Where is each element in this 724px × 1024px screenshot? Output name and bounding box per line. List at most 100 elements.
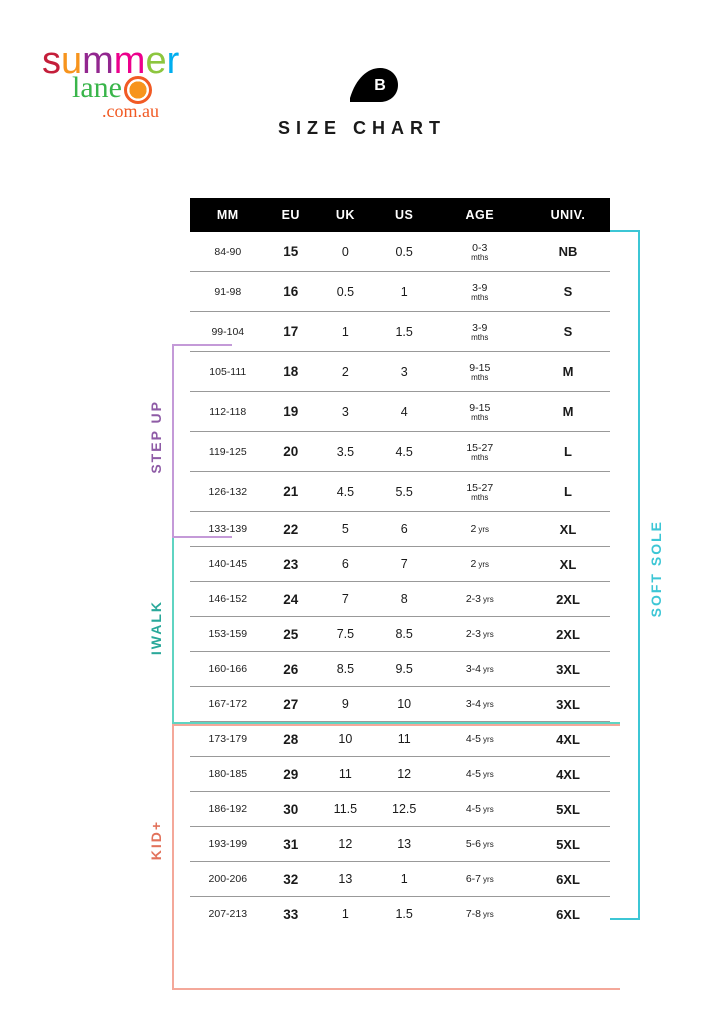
cell-eu: 17 xyxy=(266,312,316,352)
cell-univ: S xyxy=(526,272,610,312)
cell-age: 4-5yrs xyxy=(434,792,526,827)
size-table: MMEUUKUSAGEUNIV. 84-90 1 5 00.5 0-3mthsNB 91-… xyxy=(190,198,610,931)
cell-age: 3-9mths xyxy=(434,312,526,352)
col-us: US xyxy=(375,198,434,232)
cell-mm: 133-139 xyxy=(190,512,266,547)
table-row: 126-132214.55.515-27mthsL xyxy=(190,472,610,512)
table-row: 146-15224782-3yrs2XL xyxy=(190,582,610,617)
cell-eu: 29 xyxy=(266,757,316,792)
col-eu: EU xyxy=(266,198,316,232)
cell-uk: 8.5 xyxy=(316,652,375,687)
cell-mm: 200-206 xyxy=(190,862,266,897)
cell-univ: L xyxy=(526,472,610,512)
table-row: 99-1041711.53-9mthsS xyxy=(190,312,610,352)
col-univ: UNIV. xyxy=(526,198,610,232)
cell-mm: 84-90 xyxy=(190,232,266,272)
cell-uk: 4.5 xyxy=(316,472,375,512)
flower-icon xyxy=(124,76,152,104)
col-age: AGE xyxy=(434,198,526,232)
cell-univ: XL xyxy=(526,547,610,582)
logo-char: r xyxy=(167,40,180,82)
cell-us: 13 xyxy=(375,827,434,862)
logo-char: s xyxy=(42,40,61,82)
cell-uk: 12 xyxy=(316,827,375,862)
cell-us: 12 xyxy=(375,757,434,792)
size-table-wrap: MMEUUKUSAGEUNIV. 84-90 1 5 00.5 0-3mthsNB 91-… xyxy=(190,198,610,931)
cell-mm: 146-152 xyxy=(190,582,266,617)
cell-age: 6-7yrs xyxy=(434,862,526,897)
cell-eu: 26 xyxy=(266,652,316,687)
cell-eu: 24 xyxy=(266,582,316,617)
cell-us: 6 xyxy=(375,512,434,547)
table-header-row: MMEUUKUSAGEUNIV. xyxy=(190,198,610,232)
table-row: 180-1852911124-5yrs4XL xyxy=(190,757,610,792)
cell-eu: 23 xyxy=(266,547,316,582)
cell-mm: 193-199 xyxy=(190,827,266,862)
table-row: 173-1792810114-5yrs4XL xyxy=(190,722,610,757)
table-row: 105-11118239-15mthsM xyxy=(190,352,610,392)
cell-uk: 9 xyxy=(316,687,375,722)
cell-mm: 180-185 xyxy=(190,757,266,792)
cell-univ: 5XL xyxy=(526,827,610,862)
table-row: 153-159257.58.52-3yrs2XL xyxy=(190,617,610,652)
table-row: 119-125203.54.515-27mthsL xyxy=(190,432,610,472)
cell-univ: NB xyxy=(526,232,610,272)
cell-mm: 126-132 xyxy=(190,472,266,512)
cell-uk: 5 xyxy=(316,512,375,547)
cell-age: 0-3mths xyxy=(434,232,526,272)
cell-age: 15-27mths xyxy=(434,432,526,472)
table-row: 207-2133311.57-8yrs6XL xyxy=(190,897,610,932)
cell-us: 1 xyxy=(375,862,434,897)
cell-age: 2yrs xyxy=(434,512,526,547)
cell-eu: 27 xyxy=(266,687,316,722)
cell-uk: 3.5 xyxy=(316,432,375,472)
cell-mm: 91-98 xyxy=(190,272,266,312)
cell-us: 7 xyxy=(375,547,434,582)
cell-mm: 167-172 xyxy=(190,687,266,722)
brand-b-icon: B xyxy=(350,68,398,102)
cell-us: 3 xyxy=(375,352,434,392)
cell-age: 3-9mths xyxy=(434,272,526,312)
cell-mm: 173-179 xyxy=(190,722,266,757)
cell-univ: M xyxy=(526,352,610,392)
cell-uk: 0.5 xyxy=(316,272,375,312)
cell-univ: 5XL xyxy=(526,792,610,827)
col-mm: MM xyxy=(190,198,266,232)
cell-eu: 22 xyxy=(266,512,316,547)
cell-us: 8 xyxy=(375,582,434,617)
cell-age: 2-3yrs xyxy=(434,617,526,652)
cell-uk: 0 xyxy=(316,232,375,272)
size-chart-title: SIZE CHART xyxy=(0,118,724,139)
cell-age: 2yrs xyxy=(434,547,526,582)
table-row: 167-172279103-4yrs3XL xyxy=(190,687,610,722)
cell-mm: 207-213 xyxy=(190,897,266,932)
cell-eu: 25 xyxy=(266,617,316,652)
cell-uk: 7 xyxy=(316,582,375,617)
cell-us: 5.5 xyxy=(375,472,434,512)
cell-age: 4-5yrs xyxy=(434,757,526,792)
table-row: 140-14523672yrsXL xyxy=(190,547,610,582)
cell-mm: 112-118 xyxy=(190,392,266,432)
cell-age: 7-8yrs xyxy=(434,897,526,932)
cell-age: 3-4yrs xyxy=(434,652,526,687)
cell-uk: 3 xyxy=(316,392,375,432)
table-row: 200-206321316-7yrs6XL xyxy=(190,862,610,897)
cell-univ: 2XL xyxy=(526,617,610,652)
cell-uk: 13 xyxy=(316,862,375,897)
cell-eu: 33 xyxy=(266,897,316,932)
cell-univ: M xyxy=(526,392,610,432)
summer-lane-logo: summer lane .com.au xyxy=(42,40,242,122)
cell-us: 10 xyxy=(375,687,434,722)
table-row: 160-166268.59.53-4yrs3XL xyxy=(190,652,610,687)
table-row: 193-1993112135-6yrs5XL xyxy=(190,827,610,862)
cell-univ: 4XL xyxy=(526,722,610,757)
cell-eu: 21 xyxy=(266,472,316,512)
cell-age: 2-3yrs xyxy=(434,582,526,617)
cell-us: 12.5 xyxy=(375,792,434,827)
cell-age: 9-15mths xyxy=(434,352,526,392)
cell-eu: 30 xyxy=(266,792,316,827)
table-row: 133-13922562yrsXL xyxy=(190,512,610,547)
cell-age: 3-4yrs xyxy=(434,687,526,722)
cell-univ: L xyxy=(526,432,610,472)
label-iwalk: IWALK xyxy=(148,600,164,655)
